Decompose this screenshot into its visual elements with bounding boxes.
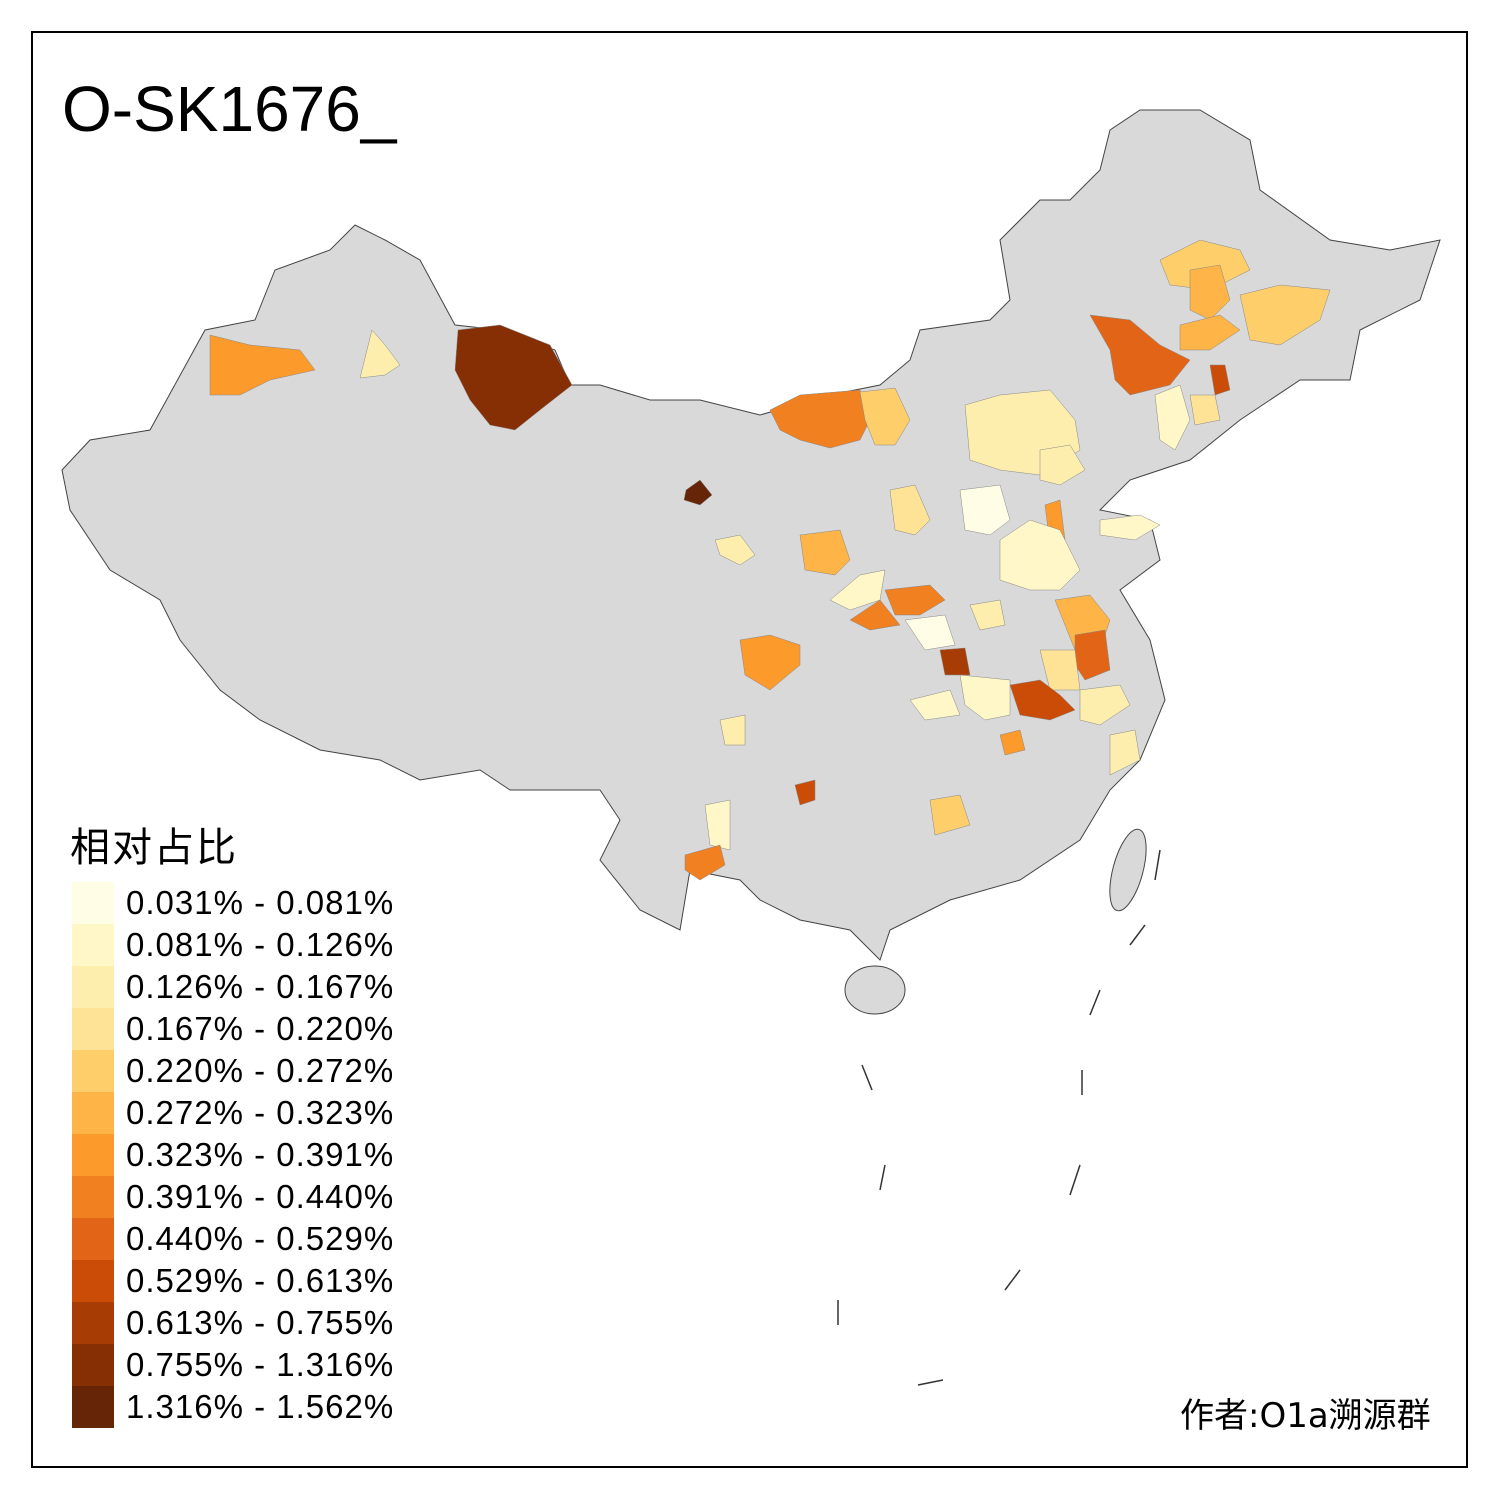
- map-region: [719, 714, 746, 746]
- map-region: [799, 529, 851, 576]
- legend-swatch: [72, 966, 114, 1008]
- legend-item: 0.167% - 0.220%: [72, 1008, 394, 1050]
- legend-title: 相对占比: [70, 825, 238, 871]
- legend-swatch: [72, 1386, 114, 1428]
- legend-swatch: [72, 1092, 114, 1134]
- legend-label: 0.126% - 0.167%: [126, 968, 395, 1005]
- legend-label: 0.755% - 1.316%: [126, 1346, 395, 1383]
- map-region: [739, 634, 801, 691]
- map-region: [1099, 514, 1161, 541]
- legend-swatch: [72, 882, 114, 924]
- map-region: [704, 799, 731, 851]
- legend-swatch: [72, 1134, 114, 1176]
- legend-label: 0.323% - 0.391%: [126, 1136, 395, 1173]
- legend-item: 0.126% - 0.167%: [72, 966, 394, 1008]
- legend-swatch: [72, 1344, 114, 1386]
- map-region: [884, 584, 946, 616]
- map-region: [1009, 679, 1076, 721]
- map-region: [1189, 394, 1221, 426]
- map-region: [1189, 264, 1231, 321]
- map-region: [959, 484, 1011, 536]
- map-region: [999, 729, 1026, 756]
- map-region: [849, 599, 901, 631]
- map-region: [909, 689, 961, 721]
- map-region: [1239, 284, 1331, 346]
- legend-item: 1.316% - 1.562%: [72, 1386, 394, 1428]
- map-region: [1079, 684, 1131, 726]
- map-region: [454, 324, 573, 431]
- legend-item: 0.081% - 0.126%: [72, 924, 394, 966]
- legend-swatch: [72, 924, 114, 966]
- legend-label: 0.167% - 0.220%: [126, 1010, 395, 1047]
- china-mainland: [61, 109, 1441, 961]
- map-region: [929, 794, 971, 836]
- author-credit: 作者:O1a溯源群: [1180, 1396, 1431, 1436]
- hainan-island: [844, 965, 906, 1015]
- map-region: [904, 614, 956, 651]
- legend-label: 0.031% - 0.081%: [126, 884, 395, 921]
- south-china-sea-boundary: [837, 849, 1161, 1386]
- map-region: [999, 519, 1081, 591]
- map-region: [714, 534, 756, 566]
- map-region: [209, 334, 316, 396]
- map-frame: [31, 31, 1468, 1468]
- taiwan-island: [1109, 828, 1147, 912]
- map-region: [359, 329, 401, 379]
- legend-label: 0.391% - 0.440%: [126, 1178, 395, 1215]
- legend-label: 1.316% - 1.562%: [126, 1388, 395, 1425]
- legend-item: 0.613% - 0.755%: [72, 1302, 394, 1344]
- legend-item: 0.529% - 0.613%: [72, 1260, 394, 1302]
- legend-label: 0.220% - 0.272%: [126, 1052, 395, 1089]
- map-region: [684, 844, 726, 881]
- map-region: [794, 779, 816, 806]
- legend-swatch: [72, 1260, 114, 1302]
- legend-label: 0.529% - 0.613%: [126, 1262, 395, 1299]
- legend-swatch: [72, 1008, 114, 1050]
- map-region: [829, 569, 886, 611]
- map-title: O-SK1676_: [62, 73, 397, 145]
- legend-item: 0.440% - 0.529%: [72, 1218, 394, 1260]
- map-region: [1089, 314, 1191, 396]
- map-region: [1209, 364, 1231, 396]
- map-region: [939, 647, 971, 676]
- legend-swatch: [72, 1176, 114, 1218]
- legend-item: 0.220% - 0.272%: [72, 1050, 394, 1092]
- map-region: [859, 387, 911, 446]
- legend-swatch: [72, 1218, 114, 1260]
- map-region: [959, 674, 1011, 721]
- legend-label: 0.440% - 0.529%: [126, 1220, 395, 1257]
- legend-swatch: [72, 1302, 114, 1344]
- legend-label: 0.081% - 0.126%: [126, 926, 395, 963]
- map-region: [1179, 314, 1241, 351]
- map-region: [1109, 729, 1141, 776]
- map-region: [1039, 444, 1086, 486]
- legend: 0.031% - 0.081% 0.081% - 0.126% 0.126% - 0…: [72, 882, 394, 1428]
- map-region: [1154, 384, 1191, 451]
- legend-item: 0.755% - 1.316%: [72, 1344, 394, 1386]
- legend-item: 0.391% - 0.440%: [72, 1176, 394, 1218]
- legend-item: 0.031% - 0.081%: [72, 882, 394, 924]
- map-region: [969, 599, 1006, 631]
- map-region: [769, 389, 871, 449]
- map-region: [1159, 239, 1251, 291]
- legend-label: 0.272% - 0.323%: [126, 1094, 395, 1131]
- legend-item: 0.272% - 0.323%: [72, 1092, 394, 1134]
- legend-label: 0.613% - 0.755%: [126, 1304, 395, 1341]
- map-region: [889, 484, 931, 536]
- map-region: [683, 479, 713, 506]
- legend-swatch: [72, 1050, 114, 1092]
- legend-item: 0.323% - 0.391%: [72, 1134, 394, 1176]
